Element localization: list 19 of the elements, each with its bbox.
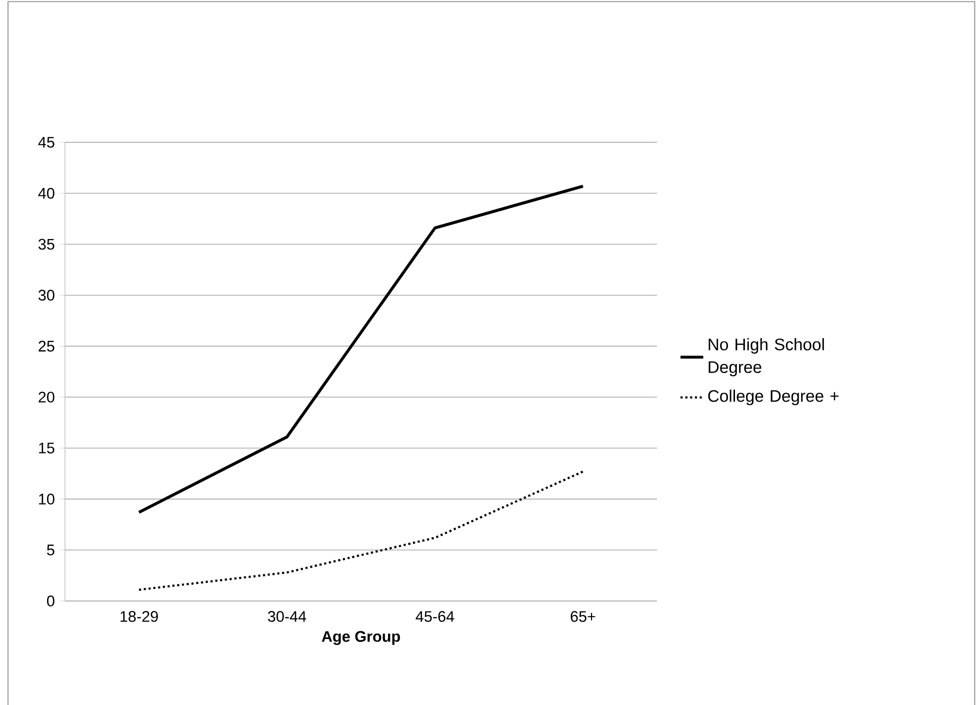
legend-label: College Degree + [708,390,839,406]
y-tick-label: 30 [38,290,54,301]
y-tick-label: 25 [38,340,54,352]
line-series [138,184,584,514]
x-tick-label: 18-29 [120,611,158,622]
y-tick-label: 20 [38,392,54,403]
y-tick-label: 5 [47,544,54,556]
x-tick-label: 65+ [570,611,596,622]
y-tick-label: 45 [38,136,54,148]
x-tick-label: 30-44 [268,611,306,622]
x-axis-title: Age Group [322,631,400,645]
y-tick-label: 10 [39,494,54,504]
y-tick-label: 40 [38,188,54,199]
x-tick-label: 45-64 [416,611,454,622]
legend-label: No High School Degree [708,338,824,376]
y-tick-label: 35 [38,238,54,250]
y-tick-label: 0 [47,596,54,606]
line-series [138,470,584,591]
y-tick-label: 15 [39,442,54,454]
